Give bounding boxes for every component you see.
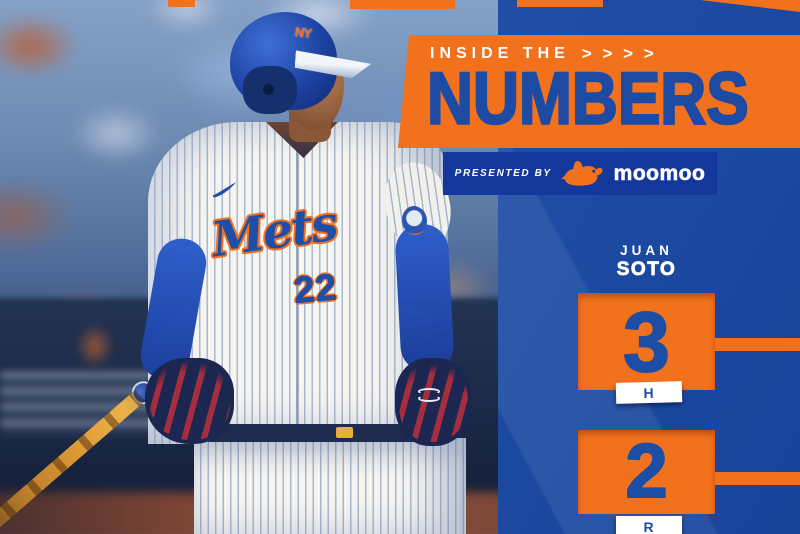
stat-connector-line <box>713 472 800 485</box>
stat-connector-line <box>713 338 800 351</box>
inside-the-numbers-banner: INSIDE THE > > > > NUMBERS <box>398 35 800 148</box>
player-first-name: JUAN <box>620 243 673 258</box>
sponsor-name: moomoo <box>613 161 706 185</box>
banner-kicker-row: INSIDE THE > > > > <box>430 44 657 64</box>
jersey-number: 22 <box>292 266 340 312</box>
nike-swoosh-icon <box>212 182 236 198</box>
player-last-name: SOTO <box>616 259 677 281</box>
player-name-block: JUAN SOTO <box>578 243 715 281</box>
top-edge-orange-strip <box>517 0 603 7</box>
banner-kicker-text: INSIDE THE <box>430 45 570 62</box>
right-undershirt-arm <box>394 222 455 374</box>
stat-label-hits: H <box>615 381 683 404</box>
moomoo-bull-icon <box>561 161 603 186</box>
player-pants <box>194 438 466 534</box>
belt-buckle <box>336 427 353 438</box>
left-batting-glove <box>145 358 234 444</box>
stat-box-runs: 2 <box>578 430 715 514</box>
stat-label-runs: R <box>616 516 682 534</box>
helmet-vent-hole <box>263 84 274 95</box>
presented-by-label: PRESENTED BY <box>454 168 552 179</box>
chevron-arrows-icon: > > > > <box>581 44 657 63</box>
top-edge-orange-strip <box>700 0 800 12</box>
under-armour-logo-icon <box>418 387 441 402</box>
top-edge-orange-strip <box>350 0 455 9</box>
ny-helmet-logo: NY <box>294 24 312 41</box>
presented-by-bar: PRESENTED BY moomoo <box>443 152 717 195</box>
jersey-placket <box>296 150 299 440</box>
stat-box-hits: 3 <box>578 293 715 390</box>
top-edge-orange-strip <box>168 0 195 7</box>
banner-title: NUMBERS <box>426 58 750 140</box>
stat-value-runs: 2 <box>624 429 668 514</box>
player-belt <box>206 424 438 442</box>
stat-value-hits: 3 <box>622 294 671 389</box>
right-batting-glove <box>395 358 472 446</box>
